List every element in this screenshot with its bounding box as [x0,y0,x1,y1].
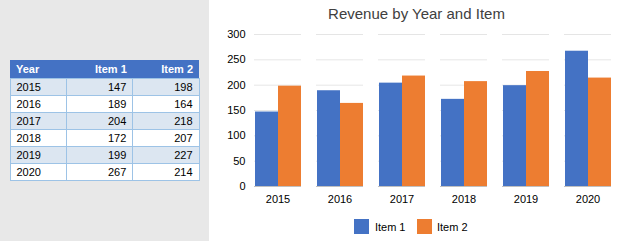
html-text:207: 207 [174,132,193,144]
html-text:267: 267 [108,166,127,178]
html-text:2019: 2019 [16,149,41,161]
svg-text:300: 300 [227,28,245,40]
html-text:2018: 2018 [16,132,41,144]
html-text:218: 218 [174,115,193,127]
svg-text:2018: 2018 [451,193,475,205]
html-text:198: 198 [174,81,193,93]
html-text:204: 204 [108,115,127,127]
html-text:214: 214 [174,166,193,178]
html-text:2017: 2017 [16,115,41,127]
html-text:Item 1: Item 1 [95,63,127,75]
svg-text:250: 250 [227,53,245,65]
html-text:Revenue by Year and Item: Revenue by Year and Item [328,5,505,22]
html-text:147: 147 [108,81,127,93]
svg-text:0: 0 [239,180,245,192]
svg-text:2020: 2020 [575,193,599,205]
html-text:227: 227 [174,149,193,161]
html-text:189: 189 [108,98,127,110]
html-text:199: 199 [108,149,127,161]
svg-text:2019: 2019 [513,193,537,205]
svg-text:2016: 2016 [327,193,351,205]
svg-text:2015: 2015 [265,193,289,205]
html-text:2020: 2020 [16,166,41,178]
svg-text:150: 150 [227,104,245,116]
html-text:164: 164 [174,98,193,110]
html-text:Item 2: Item 2 [437,220,468,233]
html-text:2016: 2016 [16,98,41,110]
svg-text:200: 200 [227,79,245,91]
html-text:2015: 2015 [16,81,41,93]
html-text:Item 2: Item 2 [161,63,193,75]
svg-text:100: 100 [227,129,245,141]
svg-text:50: 50 [233,155,245,167]
html-text:Year: Year [16,63,40,75]
html-text:172: 172 [108,132,127,144]
svg-text:2017: 2017 [389,193,413,205]
html-text:Item 1: Item 1 [374,220,406,233]
